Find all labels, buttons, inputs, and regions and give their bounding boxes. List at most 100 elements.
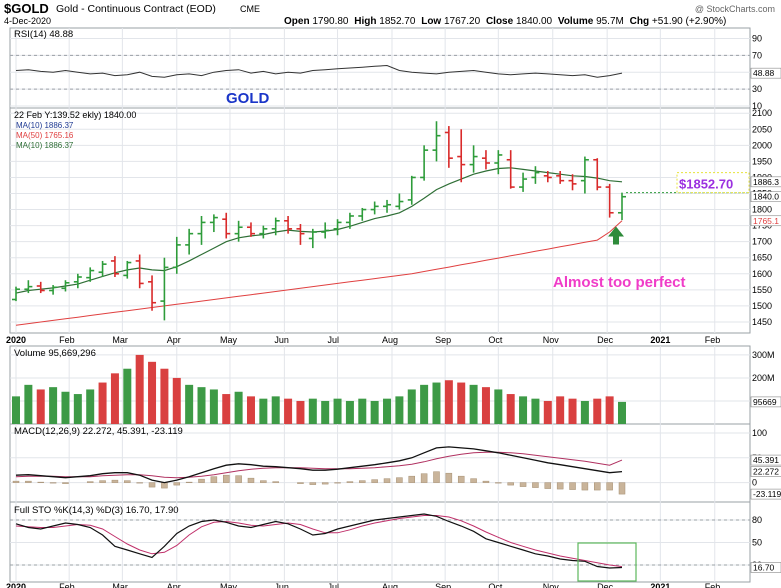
macd-histogram-bar (408, 475, 416, 483)
month-label: Apr (167, 335, 181, 345)
volume-bar (209, 389, 218, 424)
legend-ma10-b: MA(10) 1886.37 (16, 141, 74, 150)
macd-hist-last-value-box (750, 488, 781, 500)
macd-histogram-bar (321, 482, 329, 485)
volume-bar (123, 368, 132, 424)
chart-header: $GOLD Gold - Continuous Contract (EOD) C… (0, 0, 781, 28)
macd-histogram-bar (396, 477, 403, 483)
macd-histogram-bar (235, 475, 242, 483)
volume-bar (148, 361, 157, 424)
volume-bar (185, 384, 194, 424)
volume-bar (605, 396, 614, 424)
rsi-panel-frame (9, 27, 751, 109)
ohlc-chg-key: Chg (629, 16, 650, 27)
ohlc-high-value: 1852.70 (379, 16, 416, 27)
macd-histogram-bar (272, 481, 279, 483)
macd-histogram-bar (148, 482, 156, 488)
header-date: 4-Dec-2020 (4, 16, 52, 26)
macd-histogram-bar (346, 481, 354, 483)
volume-tick-label: 200M (752, 373, 775, 383)
bottom-month-label: Feb (59, 582, 75, 588)
macd-tick-label: 100 (752, 428, 767, 438)
ohlc-high-key: High (354, 16, 377, 27)
legend-ma10-a: MA(10) 1886.37 (16, 121, 74, 130)
price-tick-label: 2100 (752, 108, 772, 118)
volume-bar (531, 398, 540, 424)
ohlc-low-key: Low (421, 16, 442, 27)
macd-histogram-bar (173, 482, 181, 486)
ohlc-open-key: Open (284, 16, 310, 27)
bottom-month-label: Nov (543, 582, 560, 588)
month-label: Feb (705, 335, 721, 345)
rsi-tick-label: 30 (752, 84, 762, 94)
sto-last-value-box (750, 562, 781, 573)
macd-histogram-bar (470, 478, 477, 483)
macd-signal-line (15, 451, 623, 479)
volume-last-value: 95669 (753, 397, 777, 407)
macd-histogram-bar (62, 482, 69, 484)
volume-bar (358, 398, 367, 424)
macd-histogram-bar (198, 478, 205, 483)
macd-histogram-bar (371, 479, 378, 483)
macd-panel: MACD(12,26,9) 22.272, 45.391, -23.119 100… (10, 426, 781, 500)
ma50-last-value-box (750, 215, 781, 227)
macd-histogram-bar (507, 482, 514, 486)
macd-last-value: 22.272 (753, 467, 779, 477)
volume-bar (61, 391, 70, 424)
volume-bar (494, 389, 503, 424)
price-tick-label: 1500 (752, 301, 772, 311)
ticker-symbol: $GOLD (4, 1, 49, 16)
volume-bar (519, 396, 528, 424)
ohlc-open-value: 1790.80 (312, 16, 349, 27)
sto-last-value: 16.70 (753, 562, 775, 572)
volume-bar (172, 377, 181, 424)
volume-bar (135, 354, 144, 424)
volume-bar (580, 400, 589, 424)
price-panel: 2100205020001950190018501800175017001650… (10, 90, 781, 327)
volume-last-value-box (750, 396, 781, 408)
exchange-label: CME (240, 4, 260, 14)
sto-k-line (15, 513, 623, 569)
bottom-month-label: Oct (488, 582, 503, 588)
volume-bar (246, 396, 255, 424)
volume-bar (370, 400, 379, 424)
macd-histogram-bar (111, 479, 119, 483)
month-label: Jul (328, 335, 340, 345)
macd-histogram-bar (544, 482, 552, 489)
volume-bar (160, 368, 169, 424)
close-last-value: 1840.0 (753, 192, 779, 202)
macd-histogram-bar (297, 482, 304, 484)
bottom-month-label: Jun (274, 582, 289, 588)
price-tick-label: 1650 (752, 253, 772, 263)
volume-bar (321, 400, 330, 424)
macd-histogram-bar (606, 482, 613, 491)
month-label: Aug (382, 335, 398, 345)
ma50-last-value: 1765.1 (753, 216, 779, 226)
bottom-month-label: 2021 (650, 582, 670, 588)
macd-histogram-bar (161, 482, 168, 489)
volume-bar (383, 398, 392, 424)
volume-bar (49, 387, 58, 424)
volume-bar (420, 384, 429, 424)
volume-bar (259, 398, 268, 424)
price-tick-label: 1550 (752, 285, 772, 295)
macd-last-value-box (750, 466, 781, 477)
rsi-last-value: 48.88 (753, 68, 775, 78)
ohlc-volume-key: Volume (557, 16, 594, 27)
macd-histogram-bar (569, 482, 576, 490)
macd-histogram-bar (457, 475, 465, 483)
ma10-last-value-box (750, 176, 781, 188)
volume-bar (543, 400, 552, 424)
up-arrow-icon (608, 226, 624, 245)
note-annotation-text: Almost too perfect (553, 274, 686, 291)
volume-bar (86, 389, 95, 424)
ohlc-chg-value: +51.90 (+2.90%) (651, 16, 727, 27)
price-tick-label: 1600 (752, 269, 772, 279)
ohlc-close-key: Close (485, 16, 514, 27)
macd-histogram-bar (556, 482, 564, 490)
volume-bar (481, 387, 490, 424)
month-label: Jun (274, 335, 289, 345)
macd-histogram-bar (25, 480, 32, 483)
